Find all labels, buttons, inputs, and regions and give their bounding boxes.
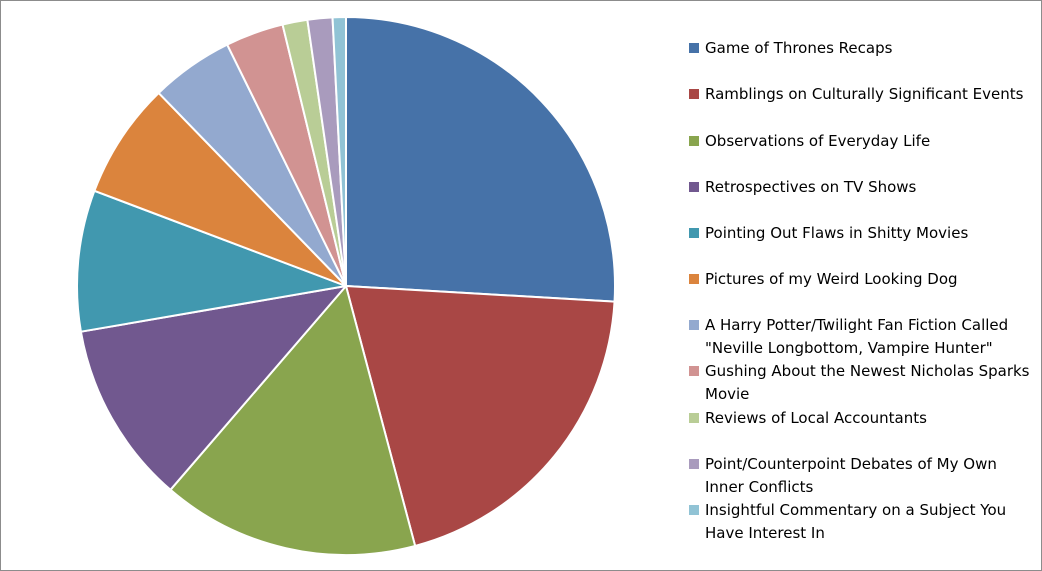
legend-label: Point/Counterpoint Debates of My Own Inn… — [705, 455, 997, 496]
legend-swatch — [689, 274, 699, 284]
legend-label: Gushing About the Newest Nicholas Sparks… — [705, 362, 1030, 403]
legend-swatch — [689, 43, 699, 53]
legend-label: Pointing Out Flaws in Shitty Movies — [705, 224, 969, 242]
legend-label: A Harry Potter/Twilight Fan Fiction Call… — [705, 316, 1009, 357]
pie-slice-6 — [93, 91, 347, 287]
legend-item: Point/Counterpoint Debates of My Own Inn… — [689, 453, 1039, 499]
legend-item: Game of Thrones Recaps — [689, 37, 1039, 60]
legend-item: A Harry Potter/Twilight Fan Fiction Call… — [689, 314, 1039, 360]
pie-slice-2 — [345, 285, 616, 547]
legend-swatch — [689, 182, 699, 192]
legend-label: Ramblings on Culturally Significant Even… — [705, 85, 1024, 103]
pie-slice-11 — [331, 16, 347, 287]
legend-swatch — [689, 228, 699, 238]
legend-label: Pictures of my Weird Looking Dog — [705, 270, 958, 288]
legend-item: Reviews of Local Accountants — [689, 407, 1039, 430]
legend-swatch — [689, 459, 699, 469]
legend-item: Observations of Everyday Life — [689, 130, 1039, 153]
legend-label: Game of Thrones Recaps — [705, 39, 893, 57]
legend-label: Retrospectives on TV Shows — [705, 178, 917, 196]
pie-slice-5 — [76, 189, 347, 333]
legend-item: Pictures of my Weird Looking Dog — [689, 268, 1039, 291]
legend-swatch — [689, 413, 699, 423]
legend-swatch — [689, 366, 699, 376]
pie-slice-4 — [79, 285, 347, 491]
legend-item: Gushing About the Newest Nicholas Sparks… — [689, 360, 1039, 406]
pie-slice-3 — [169, 285, 417, 556]
legend-swatch — [689, 89, 699, 99]
legend-item: Insightful Commentary on a Subject You H… — [689, 499, 1039, 545]
legend-item: Pointing Out Flaws in Shitty Movies — [689, 222, 1039, 245]
legend-swatch — [689, 320, 699, 330]
legend-swatch — [689, 136, 699, 146]
legend-item: Ramblings on Culturally Significant Even… — [689, 83, 1039, 106]
legend-label: Insightful Commentary on a Subject You H… — [705, 501, 1007, 542]
pie-slice-1 — [345, 16, 616, 303]
legend-label: Reviews of Local Accountants — [705, 409, 927, 427]
legend-item: Retrospectives on TV Shows — [689, 176, 1039, 199]
legend-swatch — [689, 505, 699, 515]
legend-label: Observations of Everyday Life — [705, 132, 931, 150]
